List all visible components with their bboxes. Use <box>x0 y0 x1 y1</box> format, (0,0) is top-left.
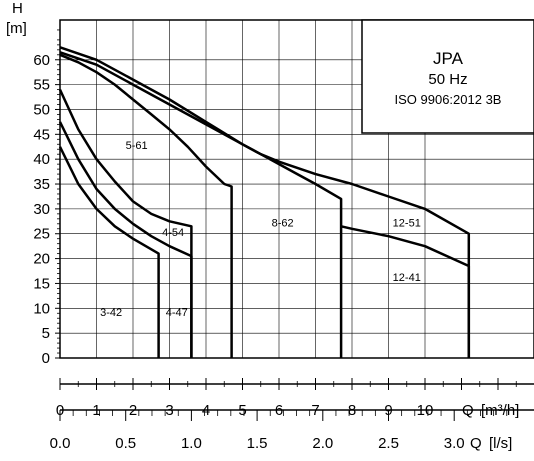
curve-label: 5-61 <box>126 140 148 152</box>
y-tick-label: 45 <box>33 126 50 143</box>
y-axis-unit: [m] <box>6 20 27 37</box>
y-tick-label: 20 <box>33 251 50 268</box>
y-tick-label: 60 <box>33 52 50 69</box>
x-tick-label: 7 <box>311 402 319 419</box>
y-tick-label: 40 <box>33 151 50 168</box>
legend-frequency: 50 Hz <box>428 71 467 88</box>
x-tick-label: 3 <box>165 402 173 419</box>
curve-4-54 <box>58 89 193 358</box>
curve-label: 12-41 <box>393 272 421 284</box>
x-tick-label: 1 <box>92 402 100 419</box>
curve-4-47 <box>58 121 193 358</box>
x2-tick-label: 1.0 <box>181 435 202 452</box>
curve-label: 8-62 <box>272 217 294 229</box>
legend-standard: ISO 9906:2012 3B <box>395 92 502 107</box>
legend-box: JPA 50 Hz ISO 9906:2012 3B <box>361 19 534 134</box>
x2-axis-unit: [l/s] <box>489 435 512 452</box>
curve-label: 4-47 <box>166 307 188 319</box>
x2-tick-label: 0.0 <box>50 435 71 452</box>
x2-tick-label: 0.5 <box>115 435 136 452</box>
x-tick-label: 8 <box>348 402 356 419</box>
curve-layer: 3-42 4-47 4-54 5-61 8-62 12-51 12-41 <box>58 46 471 358</box>
curve-3-42 <box>58 146 160 358</box>
x-tick-label: 10 <box>417 402 434 419</box>
curve-12-51 <box>59 46 471 358</box>
curve-label: 12-51 <box>393 217 421 229</box>
curve-12-41 <box>340 225 471 358</box>
y-tick-label: 15 <box>33 275 50 292</box>
x-tick-label: 4 <box>202 402 210 419</box>
x2-tick-label: 2.5 <box>378 435 399 452</box>
y-tick-label: 25 <box>33 226 50 243</box>
y-tick-label: 35 <box>33 176 50 193</box>
x-tick-label: 5 <box>238 402 246 419</box>
legend-title: JPA <box>433 49 464 68</box>
x-tick-label: 2 <box>129 402 137 419</box>
curve-label: 3-42 <box>100 307 122 319</box>
y-tick-label: 10 <box>33 300 50 317</box>
y-tick-label: 30 <box>33 201 50 218</box>
x2-tick-label: 2.0 <box>312 435 333 452</box>
y-tick-label: 50 <box>33 101 50 118</box>
x-tick-label: 6 <box>275 402 283 419</box>
y-axis-title: H <box>12 0 23 17</box>
curve-5-61 <box>59 53 233 358</box>
legend-frame <box>361 19 534 134</box>
y-tick-label: 0 <box>42 350 50 367</box>
x2-axis-title: Q <box>470 435 482 452</box>
x2-tick-label: 3.0 <box>444 435 465 452</box>
y-tick-label: 55 <box>33 77 50 94</box>
axis-layer: H [m] Q [m³/h] Q [l/s] 05101520253035404… <box>6 0 534 452</box>
y-tick-label: 5 <box>42 325 50 342</box>
curve-label: 4-54 <box>162 227 184 239</box>
x2-tick-label: 1.5 <box>247 435 268 452</box>
